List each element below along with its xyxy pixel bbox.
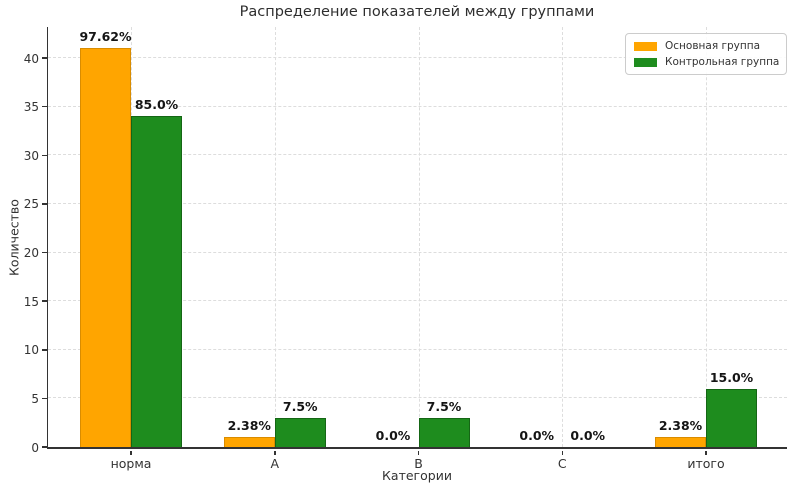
bar-main-итого <box>655 437 706 447</box>
legend: Основная группа Контрольная группа <box>625 33 787 75</box>
bar-value-label: 0.0% <box>570 428 606 443</box>
y-axis-tick <box>41 105 47 108</box>
x-axis-tick <box>417 451 420 455</box>
bar-control-A <box>274 417 326 447</box>
bar-value-label: 15.0% <box>709 369 754 385</box>
legend-item: Контрольная группа <box>634 56 780 68</box>
y-tick-label: 10 <box>23 343 39 358</box>
gridline-vertical <box>418 27 420 447</box>
gridline-vertical <box>274 27 276 447</box>
y-tick-label: 25 <box>23 197 39 212</box>
x-tick-label: норма <box>110 456 152 471</box>
y-axis-tick <box>41 397 47 400</box>
bar-value-label: 7.5% <box>282 398 318 414</box>
x-tick-label: C <box>557 456 567 471</box>
x-tick-label: A <box>270 456 280 471</box>
gridline-horizontal <box>48 105 787 107</box>
y-tick-label: 0 <box>31 440 39 455</box>
y-axis-tick <box>41 251 47 254</box>
y-tick-label: 40 <box>23 51 39 66</box>
chart-title: Распределение показателей между группами <box>239 4 595 20</box>
gridline-horizontal <box>48 397 787 399</box>
x-axis-label: Категории <box>382 468 452 483</box>
bar-value-label: 7.5% <box>426 398 462 414</box>
bar-value-label: 2.38% <box>658 418 703 434</box>
x-tick-label: B <box>414 456 423 471</box>
gridline-vertical <box>562 27 564 447</box>
x-axis-tick <box>274 451 276 455</box>
y-axis-tick <box>41 349 47 351</box>
y-axis-tick <box>41 203 47 205</box>
legend-swatch <box>634 41 657 51</box>
bar-value-label: 85.0% <box>134 97 179 113</box>
y-tick-label: 5 <box>31 391 39 406</box>
legend-item: Основная группа <box>634 40 778 52</box>
x-axis-tick <box>705 451 707 455</box>
y-axis-tick <box>41 446 47 448</box>
gridline-horizontal <box>48 57 787 59</box>
gridline-horizontal <box>48 202 787 204</box>
x-axis-tick <box>561 451 563 455</box>
y-tick-label: 15 <box>23 294 39 309</box>
gridline-horizontal <box>48 154 787 156</box>
y-axis-tick <box>41 154 47 157</box>
bar-control-норма <box>131 116 182 447</box>
y-tick-label: 20 <box>23 246 39 261</box>
y-axis-tick <box>41 57 47 59</box>
legend-item-label: Контрольная группа <box>665 56 780 68</box>
x-axis-tick <box>130 451 132 455</box>
bar-main-A <box>223 437 275 447</box>
legend-item-label: Основная группа <box>665 40 761 52</box>
bar-main-норма <box>80 48 131 447</box>
bar-value-label: 97.62% <box>79 29 132 45</box>
y-tick-label: 35 <box>23 100 39 115</box>
gridline-horizontal <box>48 300 787 302</box>
x-tick-label: итого <box>687 456 725 471</box>
bar-value-label: 0.0% <box>375 428 411 443</box>
bar-value-label: 2.38% <box>227 418 271 434</box>
y-axis-tick <box>41 300 47 302</box>
legend-swatch <box>634 57 657 67</box>
bar-value-label: 0.0% <box>519 428 555 443</box>
bar-control-B <box>418 417 470 447</box>
gridline-horizontal <box>48 251 787 253</box>
y-tick-label: 30 <box>23 148 39 163</box>
gridline-horizontal <box>48 348 787 350</box>
bar-control-итого <box>706 388 757 447</box>
gridline-vertical <box>706 27 707 447</box>
